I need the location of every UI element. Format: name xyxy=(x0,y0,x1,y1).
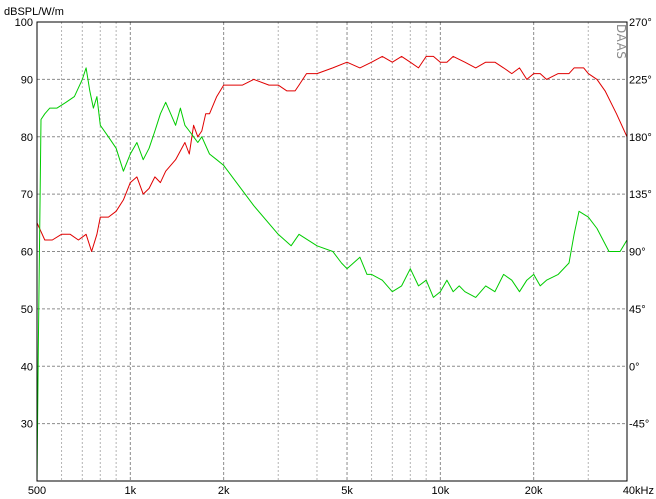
y2-tick-label: 180° xyxy=(629,132,652,144)
y2-tick-label: 225° xyxy=(629,74,652,86)
x-tick-label: 2k xyxy=(218,485,230,497)
y-tick-label: 80 xyxy=(21,132,33,144)
y-tick-label: 70 xyxy=(21,189,33,201)
y2-tick-label: 0° xyxy=(629,361,640,373)
x-tick-label: 10k xyxy=(431,485,449,497)
x-tick-label: 5k xyxy=(341,485,353,497)
series-line-1 xyxy=(36,55,628,252)
y-tick-label: 100 xyxy=(15,17,33,29)
y2-tick-label: 270° xyxy=(629,17,652,29)
y2-tick-label: 90° xyxy=(629,247,646,259)
x-axis-tick-labels: 500 1k 2k 5k 10k 20k 40kHz xyxy=(28,485,654,497)
y-tick-label: 40 xyxy=(21,361,33,373)
brand-watermark: DAAS xyxy=(614,24,628,59)
y2-axis-tick-labels: 270° 225° 180° 135° 90° 45° 0° -45° xyxy=(629,17,652,431)
y-axis-tick-labels: 100 90 80 70 60 50 40 30 xyxy=(15,17,33,431)
y2-tick-label: 135° xyxy=(629,189,652,201)
grid-lines xyxy=(37,22,627,481)
data-series xyxy=(36,55,628,482)
x-tick-label: 40kHz xyxy=(623,485,654,497)
y-tick-label: 60 xyxy=(21,247,33,259)
y-axis-title: dBSPL/W/m xyxy=(4,6,64,18)
y-tick-label: 50 xyxy=(21,304,33,316)
plot-frame xyxy=(36,21,628,482)
y-tick-label: 90 xyxy=(21,74,33,86)
y2-tick-label: -45° xyxy=(629,419,649,431)
x-tick-label: 20k xyxy=(525,485,543,497)
series-line-2 xyxy=(36,67,628,482)
y-tick-label: 30 xyxy=(21,419,33,431)
x-tick-label: 1k xyxy=(125,485,137,497)
x-tick-label: 500 xyxy=(28,485,46,497)
y2-tick-label: 45° xyxy=(629,304,646,316)
